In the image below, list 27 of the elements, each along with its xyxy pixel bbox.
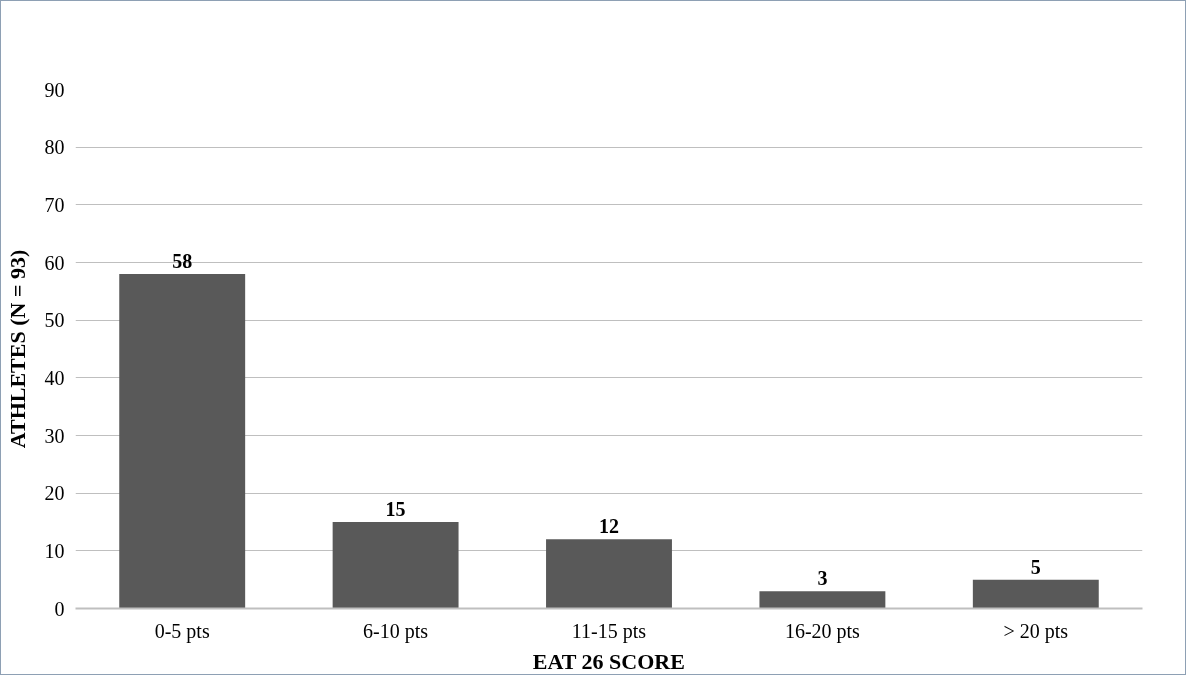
bar (332, 522, 459, 609)
bar (546, 539, 672, 609)
y-axis-title: ATHLETES (N = 93) (4, 249, 30, 449)
x-tick-label: 6-10 pts (363, 619, 429, 643)
y-tick-label: 80 (44, 136, 65, 159)
y-tick-label: 0 (54, 597, 65, 620)
y-tick-label: 50 (44, 309, 65, 332)
x-tick-label: 16-20 pts (784, 619, 861, 643)
bar (119, 274, 246, 609)
bar (972, 579, 1099, 609)
y-tick-label: 30 (44, 424, 65, 447)
data-label: 12 (599, 515, 619, 538)
bar (759, 591, 886, 609)
x-tick-label: 0-5 pts (154, 619, 210, 643)
y-tick-label: 70 (44, 193, 65, 216)
data-label: 15 (385, 498, 406, 520)
data-label: 5 (1030, 555, 1041, 578)
y-tick-label: 10 (44, 539, 65, 562)
y-tick-label: 60 (44, 251, 65, 274)
y-tick-label: 20 (44, 482, 65, 505)
x-tick-label: 11-15 pts (571, 619, 647, 643)
y-tick-label: 40 (44, 366, 65, 389)
x-tick-label: > 20 pts (1003, 619, 1069, 643)
data-label: 3 (817, 567, 828, 590)
data-label: 58 (172, 250, 193, 273)
y-tick-label: 90 (44, 78, 65, 101)
x-axis-title: EAT 26 SCORE (532, 648, 685, 674)
